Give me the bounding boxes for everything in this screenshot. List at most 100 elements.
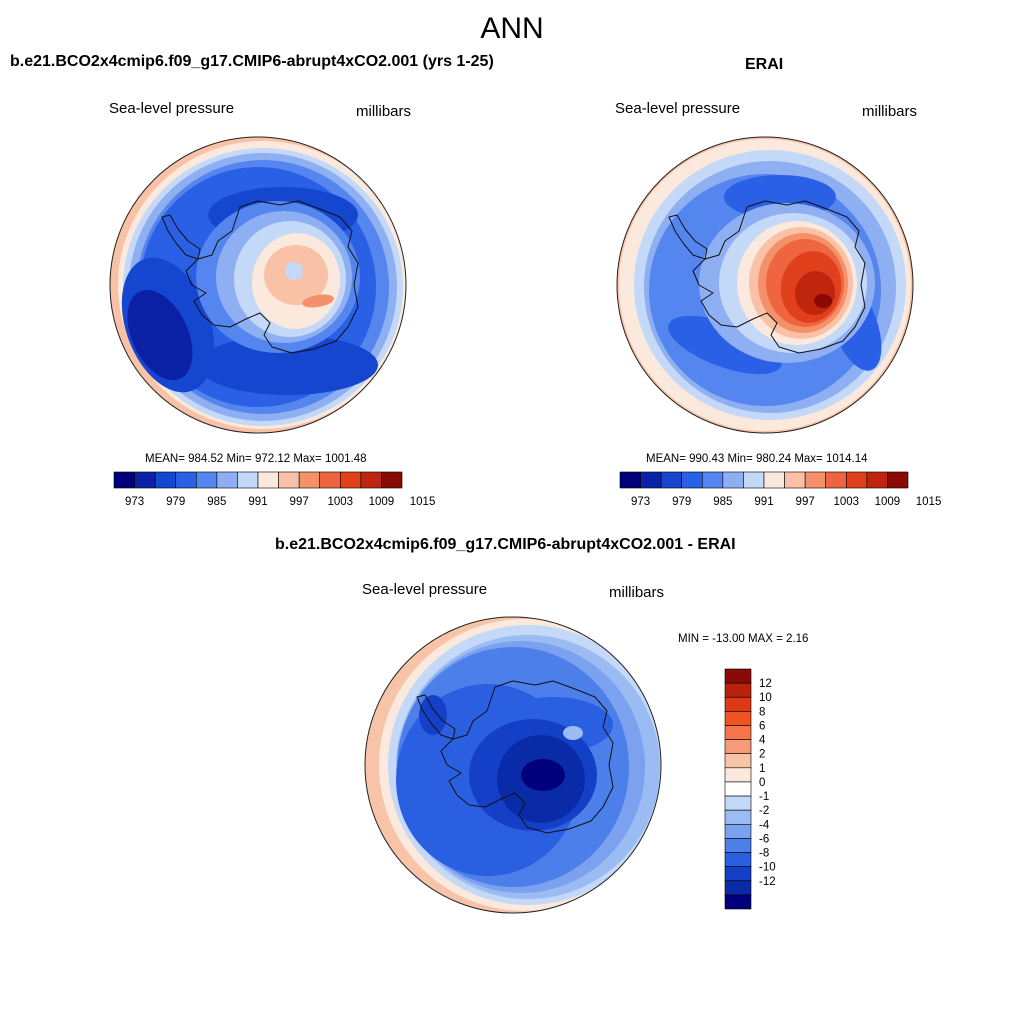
colorbar-tick-label: 979 bbox=[166, 496, 185, 508]
panel-1-title: b.e21.BCO2x4cmip6.f09_g17.CMIP6-abrupt4x… bbox=[10, 53, 494, 70]
colorbar-tick-label: 1015 bbox=[916, 496, 942, 508]
colorbar-tick-label: 2 bbox=[759, 749, 765, 761]
colorbar-swatch bbox=[724, 781, 752, 797]
page-title: ANN bbox=[480, 12, 544, 45]
colorbar-tick-label: -1 bbox=[759, 791, 769, 803]
colorbar-swatch bbox=[724, 725, 752, 740]
panel-3-right-string: millibars bbox=[609, 584, 665, 601]
colorbar-swatch bbox=[216, 471, 238, 489]
colorbar-swatch bbox=[845, 471, 868, 489]
colorbar-swatch bbox=[724, 767, 752, 783]
contour-region bbox=[127, 289, 193, 381]
colorbar-swatch bbox=[724, 795, 752, 811]
colorbar-swatch bbox=[724, 682, 752, 698]
colorbar-swatch bbox=[360, 471, 382, 489]
coastline-peninsula bbox=[416, 694, 456, 740]
panel-2-right-string: millibars bbox=[862, 103, 918, 120]
colorbar-swatch bbox=[175, 471, 197, 489]
colorbar-swatch bbox=[724, 711, 752, 726]
colorbar-tick-label: 12 bbox=[759, 678, 772, 690]
colorbar-tick-label: -6 bbox=[759, 833, 769, 845]
colorbar-swatch bbox=[724, 696, 752, 712]
colorbar-swatch bbox=[319, 471, 341, 489]
colorbar-swatch bbox=[724, 809, 752, 825]
colorbar-swatch bbox=[640, 471, 662, 489]
colorbar-swatch bbox=[660, 471, 683, 489]
colorbar-swatch bbox=[113, 471, 135, 489]
colorbar-tick-label: 985 bbox=[713, 496, 732, 508]
colorbar-tick-label: 8 bbox=[759, 706, 765, 718]
colorbar-tick-label: 991 bbox=[754, 496, 773, 508]
colorbar-swatch bbox=[887, 471, 909, 489]
contour-region bbox=[563, 726, 583, 740]
map-border bbox=[109, 136, 407, 434]
panel-2-title: ERAI bbox=[745, 56, 784, 73]
panel-3-stats: MIN = -13.00 MAX = 2.16 bbox=[678, 633, 809, 645]
colorbar-tick-label: -10 bbox=[759, 862, 776, 874]
colorbar-tick-label: 6 bbox=[759, 720, 765, 732]
contour-region bbox=[198, 335, 378, 395]
colorbar-swatch bbox=[257, 471, 279, 489]
colorbar-tick-label: 0 bbox=[759, 777, 765, 789]
contour-region bbox=[668, 315, 782, 375]
panel-3-left-string: Sea-level pressure bbox=[362, 581, 488, 598]
colorbar-swatch bbox=[724, 668, 752, 684]
colorbar-swatch bbox=[743, 471, 765, 489]
panel-1-right-string: millibars bbox=[356, 103, 412, 120]
panel-1-left-string: Sea-level pressure bbox=[109, 100, 235, 117]
colorbar-swatch bbox=[866, 471, 888, 489]
colorbar-tick-label: -2 bbox=[759, 805, 769, 817]
colorbar-tick-label: 1 bbox=[759, 763, 765, 775]
colorbar-tick-label: 10 bbox=[759, 692, 772, 704]
colorbar-tick-label: -12 bbox=[759, 876, 776, 888]
coastline-peninsula bbox=[668, 214, 708, 260]
colorbar-swatch bbox=[724, 739, 752, 755]
contour-region bbox=[285, 262, 303, 280]
colorbar-swatch bbox=[339, 471, 362, 489]
colorbar-tick-label: -4 bbox=[759, 819, 770, 831]
colorbar-swatch bbox=[722, 471, 744, 489]
colorbar-swatch bbox=[724, 894, 752, 910]
colorbar-tick-label: 1009 bbox=[875, 496, 901, 508]
colorbar-tick-label: 979 bbox=[672, 496, 691, 508]
panel-3-map bbox=[364, 616, 662, 914]
colorbar-swatch bbox=[154, 471, 177, 489]
contour-region bbox=[302, 294, 334, 308]
panel-1-map bbox=[109, 136, 407, 434]
colorbar-tick-label: 985 bbox=[207, 496, 226, 508]
colorbar-tick-label: 973 bbox=[631, 496, 650, 508]
colorbar-tick-label: 973 bbox=[125, 496, 144, 508]
colorbar-swatch bbox=[724, 866, 752, 882]
colorbar-swatch bbox=[298, 471, 321, 489]
panel-3-title: b.e21.BCO2x4cmip6.f09_g17.CMIP6-abrupt4x… bbox=[275, 536, 736, 553]
colorbar-swatch bbox=[804, 471, 827, 489]
coastline-antarctica bbox=[185, 200, 359, 354]
contour-region bbox=[521, 759, 565, 791]
panel-2-stats: MEAN= 990.43 Min= 980.24 Max= 1014.14 bbox=[646, 453, 868, 465]
colorbar-swatch bbox=[724, 838, 752, 853]
colorbar-tick-label: 4 bbox=[759, 735, 766, 747]
colorbar-swatch bbox=[701, 471, 724, 489]
panel-2-colorbar: 973 979 985 991 997 1003 1009 1015 bbox=[619, 471, 941, 508]
panel-2-map bbox=[616, 136, 914, 434]
map-border bbox=[364, 616, 662, 914]
colorbar-swatch bbox=[724, 753, 752, 769]
colorbar-tick-label: 1015 bbox=[410, 496, 436, 508]
colorbar-swatch bbox=[237, 471, 259, 489]
colorbar-swatch bbox=[134, 471, 156, 489]
colorbar-swatch bbox=[381, 471, 403, 489]
colorbar-swatch bbox=[278, 471, 300, 489]
panel-1-stats: MEAN= 984.52 Min= 972.12 Max= 1001.48 bbox=[145, 453, 367, 465]
colorbar-tick-label: 1003 bbox=[833, 496, 859, 508]
colorbar-swatch bbox=[681, 471, 703, 489]
colorbar-tick-label: 997 bbox=[290, 496, 309, 508]
colorbar-swatch bbox=[784, 471, 806, 489]
colorbar-swatch bbox=[619, 471, 641, 489]
coastline-antarctica bbox=[440, 680, 614, 834]
colorbar-tick-label: 1009 bbox=[369, 496, 395, 508]
colorbar-swatch bbox=[195, 471, 218, 489]
colorbar-swatch bbox=[825, 471, 847, 489]
colorbar-tick-label: 997 bbox=[796, 496, 815, 508]
map-border bbox=[616, 136, 914, 434]
